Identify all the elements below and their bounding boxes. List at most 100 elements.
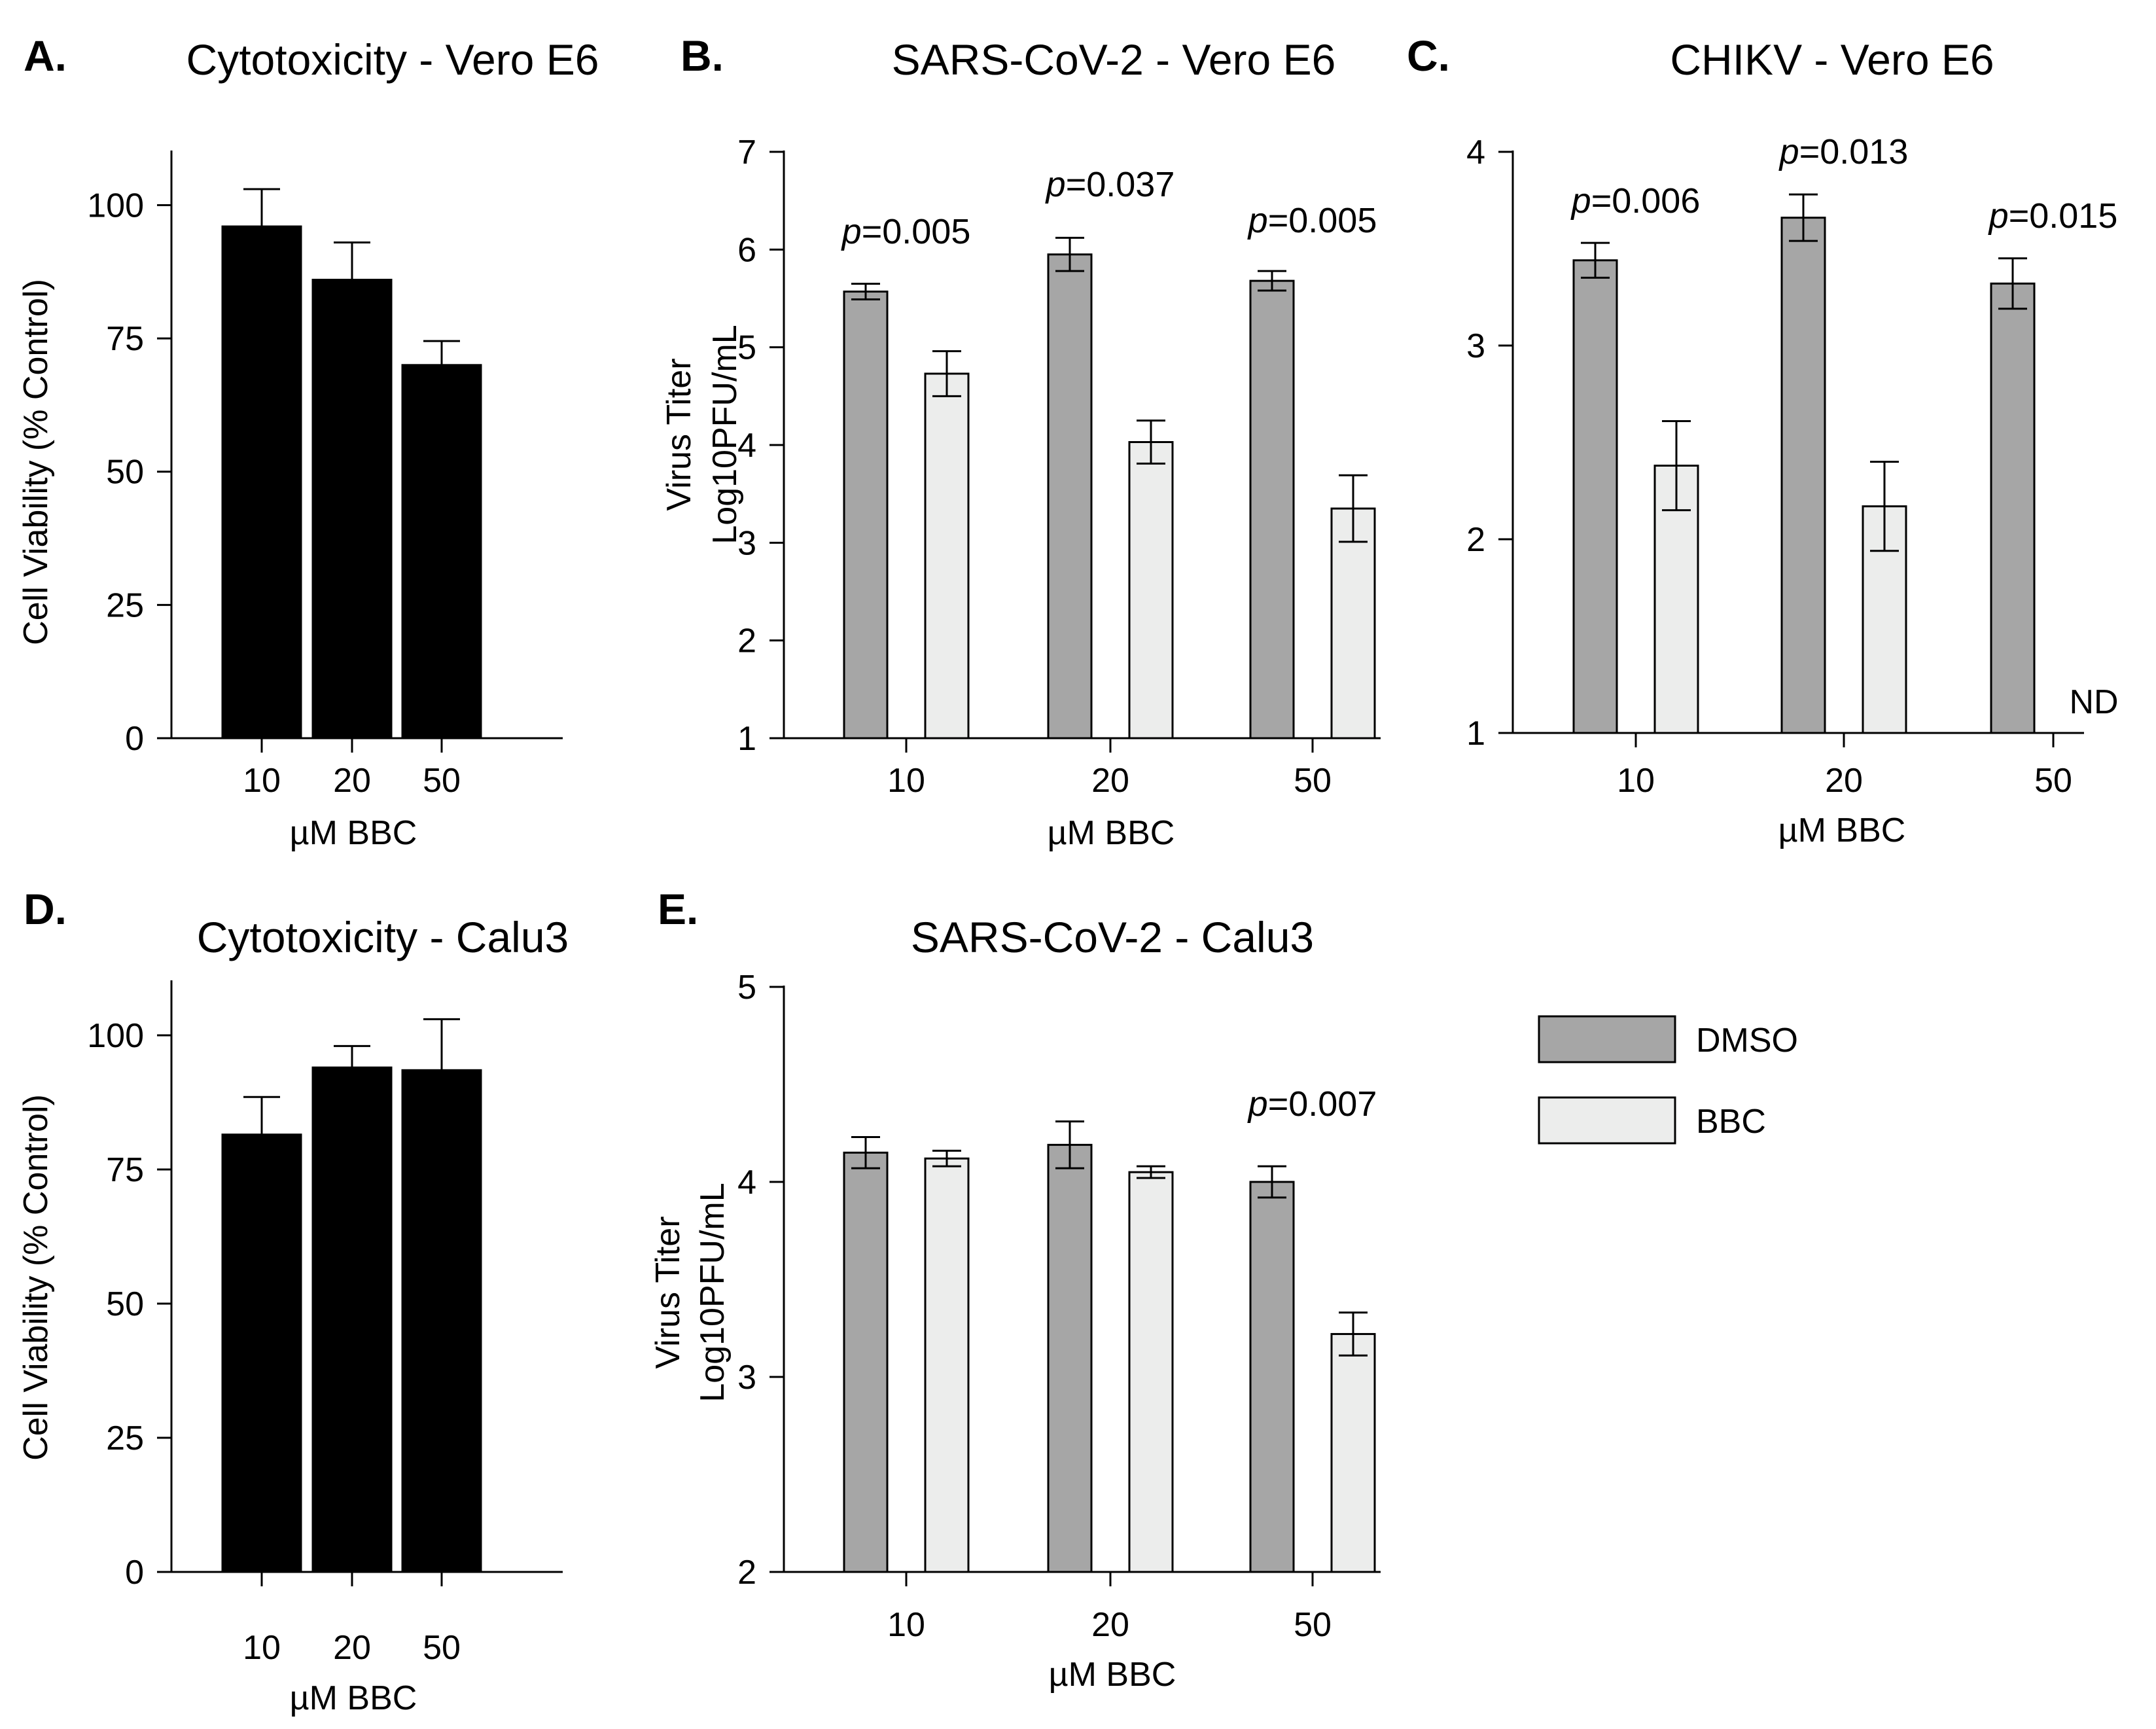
y-tick-label: 25 xyxy=(106,586,144,624)
bar xyxy=(221,225,302,740)
p-value-annotation: p=0.013 xyxy=(1778,132,1909,171)
y-tick-label: 1 xyxy=(1466,715,1485,753)
plot-area: 1 2 3 4 10 20 50 p=0.006 p=0.013 p=0.015 ND xyxy=(1466,132,2118,800)
bar xyxy=(924,372,970,740)
panel-letter: B. xyxy=(680,31,724,80)
plot-area: 2 3 4 5 10 20 50 p=0.007 xyxy=(737,969,1381,1644)
y-tick-label: 2 xyxy=(1466,521,1485,559)
y-tick-label: 6 xyxy=(737,231,756,269)
bar xyxy=(221,1133,302,1573)
y-tick-label: 7 xyxy=(737,134,756,171)
bar xyxy=(1047,1143,1093,1573)
panel-letter: A. xyxy=(24,31,67,80)
panel-e: E. SARS-CoV-2 - Calu3 µM BBC Virus Titer… xyxy=(649,885,1381,1694)
x-axis-label: µM BBC xyxy=(1049,1656,1176,1694)
bar xyxy=(843,1151,889,1573)
p-value-annotation: p=0.006 xyxy=(1570,181,1701,221)
y-tick-label: 0 xyxy=(125,720,144,758)
x-axis-label: µM BBC xyxy=(1048,814,1175,852)
y-tick-label: 0 xyxy=(125,1554,144,1592)
bar xyxy=(1330,1332,1376,1573)
chart-title: SARS-CoV-2 - Calu3 xyxy=(911,913,1314,961)
not-detected-label: ND xyxy=(2069,683,2118,721)
y-tick-label: 3 xyxy=(737,1359,756,1397)
x-tick-label: 50 xyxy=(423,1629,461,1667)
y-axis-label: Cell Viability (% Control) xyxy=(17,1094,55,1461)
p-value-annotation: p=0.037 xyxy=(1045,165,1175,204)
plot-area: 0 25 50 75 100 10 20 50 xyxy=(87,980,563,1667)
x-tick-label: 20 xyxy=(1091,1606,1129,1644)
bar xyxy=(1128,441,1174,740)
x-tick-label: 50 xyxy=(1294,1606,1332,1644)
legend: DMSO BBC xyxy=(1538,1015,1798,1145)
x-axis-label: µM BBC xyxy=(1778,811,1906,849)
bar xyxy=(1330,507,1376,740)
x-tick-label: 10 xyxy=(887,1606,925,1644)
legend-label-dmso: DMSO xyxy=(1696,1022,1798,1060)
y-tick-label: 75 xyxy=(106,320,144,358)
x-tick-label: 10 xyxy=(1617,762,1655,800)
x-tick-label: 20 xyxy=(333,762,371,800)
bar xyxy=(924,1157,970,1573)
y-tick-label: 100 xyxy=(87,187,144,224)
y-tick-label: 100 xyxy=(87,1017,144,1055)
panel-b: B. SARS-CoV-2 - Vero E6 µM BBC Virus Tit… xyxy=(660,31,1381,852)
p-value-annotation: p=0.005 xyxy=(1247,201,1377,240)
bar xyxy=(1990,282,2036,734)
panel-c: C. CHIKV - Vero E6 µM BBC 1 2 3 4 10 20 50 p=0.… xyxy=(1407,31,2119,849)
bar xyxy=(1128,1171,1174,1573)
bar xyxy=(401,364,482,740)
x-tick-label: 50 xyxy=(1294,762,1332,800)
p-value-annotation: p=0.015 xyxy=(1988,196,2118,236)
y-tick-label: 75 xyxy=(106,1151,144,1189)
y-tick-label: 3 xyxy=(1466,327,1485,365)
x-tick-label: 10 xyxy=(243,762,281,800)
panel-d: D. Cytotoxicity - Calu3 µM BBC Cell Viab… xyxy=(17,885,569,1717)
chart-title: CHIKV - Vero E6 xyxy=(1670,35,1994,84)
p-value-annotation: p=0.007 xyxy=(1247,1084,1377,1124)
y-tick-label: 25 xyxy=(106,1419,144,1457)
x-axis-label: µM BBC xyxy=(290,814,417,852)
x-tick-label: 20 xyxy=(1091,762,1129,800)
y-tick-label: 3 xyxy=(737,524,756,562)
x-axis-label: µM BBC xyxy=(290,1679,417,1717)
y-tick-label: 2 xyxy=(737,1554,756,1592)
bar xyxy=(1249,1181,1295,1573)
legend-swatch-dmso xyxy=(1538,1015,1676,1063)
y-axis-label: Cell Viability (% Control) xyxy=(17,279,55,645)
x-tick-label: 10 xyxy=(243,1629,281,1667)
p-value-annotation: p=0.005 xyxy=(841,212,971,251)
plot-area: 0 25 50 75 100 10 20 50 xyxy=(87,151,563,800)
bar xyxy=(843,291,889,740)
panel-a: A. Cytotoxicity - Vero E6 µM BBC Cell Vi… xyxy=(17,31,599,852)
y-tick-label: 50 xyxy=(106,1285,144,1323)
panel-letter: E. xyxy=(658,885,698,933)
y-tick-label: 2 xyxy=(737,622,756,660)
chart-title: Cytotoxicity - Calu3 xyxy=(197,913,569,961)
plot-area: 1 2 3 4 5 6 7 10 20 50 p=0.005 p=0.037 p=0.005 xyxy=(737,134,1381,800)
bar xyxy=(311,278,393,740)
x-tick-label: 20 xyxy=(1825,762,1863,800)
bar xyxy=(1572,259,1618,734)
bar xyxy=(1780,217,1826,734)
panel-letter: C. xyxy=(1407,31,1450,80)
legend-label-bbc: BBC xyxy=(1696,1103,1766,1141)
chart-title: Cytotoxicity - Vero E6 xyxy=(186,35,599,84)
y-axis-label-line1: Virus Titer xyxy=(660,358,698,510)
y-axis-label-line2: Log10PFU/mL xyxy=(706,325,744,544)
bar xyxy=(1249,279,1295,740)
legend-swatch-bbc xyxy=(1538,1096,1676,1145)
bar xyxy=(1047,253,1093,740)
x-tick-label: 10 xyxy=(887,762,925,800)
y-axis-label-line1: Virus Titer xyxy=(649,1216,687,1368)
y-axis-label-line2: Log10PFU/mL xyxy=(694,1183,732,1402)
x-tick-label: 50 xyxy=(2034,762,2072,800)
panel-letter: D. xyxy=(24,885,67,933)
y-tick-label: 4 xyxy=(737,427,756,465)
bar xyxy=(311,1066,393,1573)
y-tick-label: 5 xyxy=(737,969,756,1007)
y-tick-label: 4 xyxy=(1466,134,1485,171)
y-tick-label: 1 xyxy=(737,720,756,758)
y-tick-label: 5 xyxy=(737,329,756,367)
